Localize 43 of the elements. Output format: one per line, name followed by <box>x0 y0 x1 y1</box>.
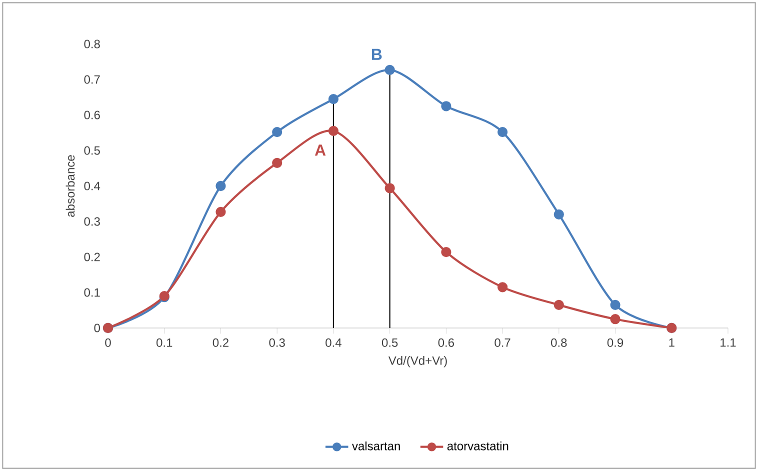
x-tick-label: 0 <box>105 338 111 347</box>
point <box>554 209 564 220</box>
y-tick-label: 0.7 <box>84 75 100 84</box>
x-tick-label: 1.1 <box>720 338 736 347</box>
x-tick-label: 1 <box>669 338 674 347</box>
y-tick-label: 0 <box>94 324 100 332</box>
legend-label: valsartan <box>352 442 400 450</box>
point <box>441 101 452 112</box>
y-tick-label: 0.3 <box>84 217 100 226</box>
x-tick-label: 0.4 <box>326 338 342 347</box>
x-tick-label: 0.9 <box>607 338 624 347</box>
point <box>216 206 226 217</box>
x-tick-label: 0.5 <box>382 338 398 347</box>
x-tick-label: 0.2 <box>212 338 228 347</box>
point <box>441 246 452 258</box>
legend-label: atorvastatin <box>447 442 508 450</box>
point <box>554 300 564 310</box>
x-tick-label: 0.1 <box>156 338 172 347</box>
point <box>497 282 508 292</box>
y-tick-label: 0.4 <box>84 182 100 190</box>
x-tick-label: 0.8 <box>551 338 567 347</box>
point <box>272 158 282 168</box>
point <box>216 180 226 192</box>
point <box>610 314 620 324</box>
x-tick-label: 0.3 <box>269 338 285 347</box>
x-tick-label: 0.7 <box>494 338 510 347</box>
point <box>384 183 395 194</box>
y-tick-label: 0.8 <box>84 40 100 48</box>
point <box>610 300 620 310</box>
y-tick-label: 0.2 <box>84 252 100 262</box>
x-axis-title: Vd/(Vd+Vr) <box>388 356 447 368</box>
y-axis-title: absorbance <box>66 155 75 217</box>
point <box>497 126 508 138</box>
annotation: B <box>372 48 382 60</box>
annotation: A <box>314 144 326 156</box>
point <box>328 126 339 136</box>
point <box>272 126 282 138</box>
point <box>328 94 339 104</box>
y-tick-label: 0.1 <box>84 288 100 297</box>
point <box>384 64 395 75</box>
y-tick-label: 0.6 <box>84 110 100 120</box>
x-tick-label: 0.6 <box>438 338 454 347</box>
y-tick-label: 0.5 <box>84 146 100 155</box>
